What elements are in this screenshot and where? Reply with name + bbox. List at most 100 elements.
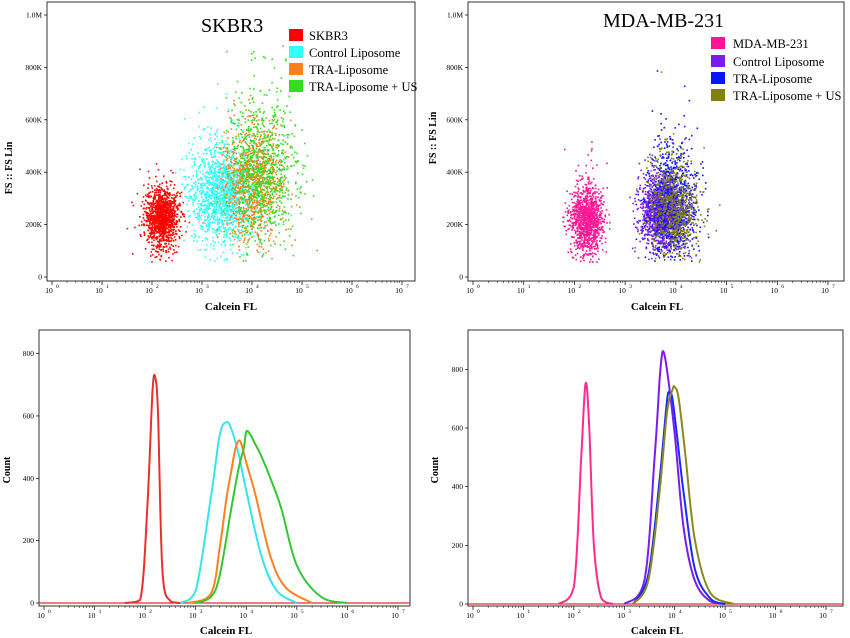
point <box>216 184 218 187</box>
point <box>187 210 189 212</box>
point <box>230 201 233 204</box>
point <box>193 161 196 163</box>
point <box>229 244 232 246</box>
point <box>235 215 238 218</box>
point <box>248 131 250 133</box>
point <box>264 146 266 149</box>
point <box>165 193 167 196</box>
point <box>276 106 278 109</box>
point <box>239 256 241 258</box>
point <box>197 249 200 251</box>
point <box>226 204 228 206</box>
point <box>304 193 306 195</box>
point <box>297 172 299 174</box>
point <box>176 194 178 197</box>
point <box>287 167 289 169</box>
point <box>214 187 217 189</box>
point <box>602 194 604 197</box>
point <box>143 232 146 235</box>
point <box>188 221 191 224</box>
point <box>284 219 287 221</box>
point <box>211 221 214 224</box>
point <box>233 103 235 105</box>
point <box>238 205 241 208</box>
point <box>248 109 250 112</box>
point <box>239 111 242 113</box>
point <box>210 195 213 197</box>
point <box>253 134 256 137</box>
point <box>258 228 261 230</box>
point <box>164 213 166 216</box>
point <box>233 145 236 148</box>
point <box>243 168 246 171</box>
point <box>279 178 282 180</box>
point <box>212 210 214 212</box>
point <box>166 227 168 230</box>
point <box>140 235 142 237</box>
point <box>200 176 202 179</box>
point <box>579 210 582 212</box>
point <box>265 166 267 169</box>
point <box>198 200 200 202</box>
point <box>210 156 213 159</box>
point <box>257 180 259 182</box>
point <box>212 177 215 179</box>
point <box>157 168 160 171</box>
point <box>148 207 151 210</box>
point <box>252 101 255 104</box>
point <box>165 250 168 252</box>
point <box>207 188 209 191</box>
point <box>157 218 159 220</box>
point <box>256 182 259 185</box>
point <box>262 124 264 127</box>
point <box>253 164 255 166</box>
point <box>253 116 255 119</box>
point <box>228 191 230 193</box>
point <box>162 198 164 201</box>
point <box>167 220 169 223</box>
point <box>226 185 229 188</box>
point <box>223 165 225 167</box>
point <box>230 156 233 158</box>
point <box>235 182 237 184</box>
point <box>273 152 275 155</box>
point <box>196 240 198 243</box>
point <box>146 215 149 217</box>
point <box>251 98 254 101</box>
point <box>207 163 209 165</box>
point <box>273 163 276 166</box>
point <box>230 221 232 224</box>
point <box>587 199 590 202</box>
point <box>290 228 292 230</box>
point <box>243 181 245 184</box>
point <box>216 191 219 193</box>
point <box>252 226 255 229</box>
point <box>253 194 256 196</box>
point <box>252 179 254 181</box>
point <box>253 220 255 222</box>
point <box>219 198 221 200</box>
point <box>167 238 170 241</box>
point <box>152 199 155 202</box>
point <box>145 224 148 226</box>
point <box>158 253 160 256</box>
point <box>251 165 254 168</box>
point <box>226 221 229 224</box>
point <box>212 200 215 203</box>
point <box>230 185 232 188</box>
point <box>263 209 265 211</box>
point <box>150 219 153 221</box>
point <box>246 214 248 216</box>
point <box>238 175 240 177</box>
point <box>576 206 578 208</box>
point <box>281 133 284 136</box>
point <box>237 182 239 185</box>
point <box>235 152 238 155</box>
point <box>268 200 270 203</box>
point <box>238 213 241 215</box>
point <box>225 140 227 142</box>
point <box>254 240 256 242</box>
point <box>288 212 290 215</box>
point <box>198 125 200 128</box>
point <box>147 229 149 232</box>
